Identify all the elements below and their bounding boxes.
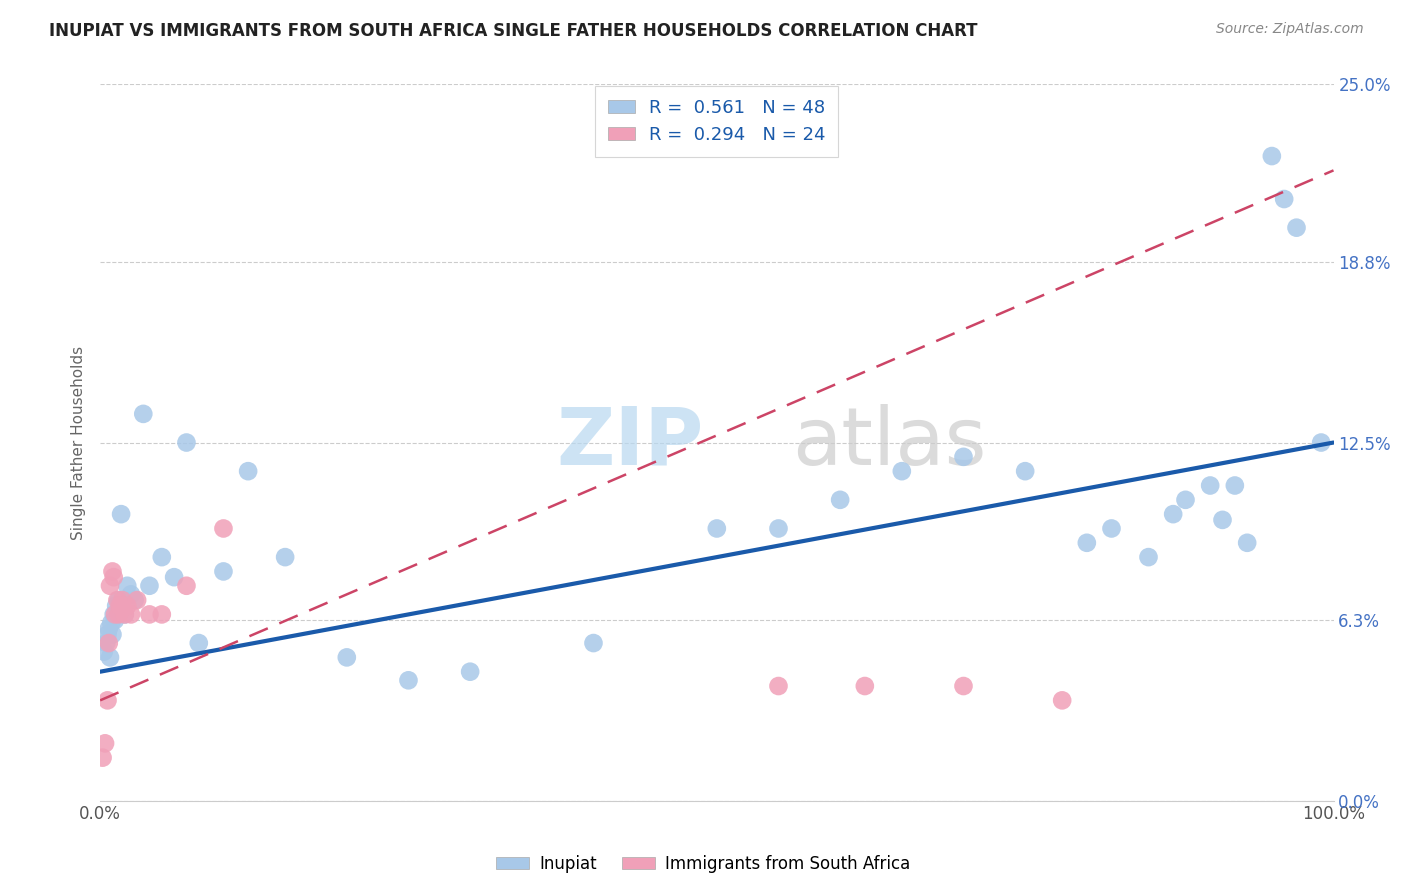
- Point: [830, 492, 852, 507]
- Point: [582, 636, 605, 650]
- Point: [132, 407, 155, 421]
- Point: [98, 650, 121, 665]
- Point: [124, 593, 146, 607]
- Point: [890, 464, 912, 478]
- Point: [1076, 536, 1098, 550]
- Point: [706, 521, 728, 535]
- Point: [1101, 521, 1123, 535]
- Point: [176, 435, 198, 450]
- Point: [1272, 192, 1295, 206]
- Point: [105, 599, 128, 613]
- Point: [107, 607, 129, 622]
- Point: [1161, 507, 1184, 521]
- Point: [96, 636, 118, 650]
- Point: [952, 679, 974, 693]
- Point: [274, 550, 297, 565]
- Point: [120, 587, 142, 601]
- Point: [97, 636, 120, 650]
- Point: [138, 579, 160, 593]
- Text: ZIP: ZIP: [557, 403, 704, 482]
- Point: [104, 613, 127, 627]
- Point: [853, 679, 876, 693]
- Point: [104, 607, 127, 622]
- Point: [1261, 149, 1284, 163]
- Point: [103, 570, 125, 584]
- Point: [150, 607, 173, 622]
- Point: [138, 607, 160, 622]
- Point: [336, 650, 359, 665]
- Point: [96, 693, 118, 707]
- Point: [117, 599, 139, 613]
- Point: [1014, 464, 1036, 478]
- Point: [110, 507, 132, 521]
- Point: [458, 665, 481, 679]
- Legend: R =  0.561   N = 48, R =  0.294   N = 24: R = 0.561 N = 48, R = 0.294 N = 24: [595, 87, 838, 157]
- Point: [96, 627, 118, 641]
- Point: [176, 579, 198, 593]
- Point: [101, 565, 124, 579]
- Point: [120, 607, 142, 622]
- Point: [768, 679, 790, 693]
- Point: [212, 565, 235, 579]
- Point: [212, 521, 235, 535]
- Point: [103, 607, 125, 622]
- Point: [108, 599, 131, 613]
- Point: [150, 550, 173, 565]
- Point: [107, 593, 129, 607]
- Point: [236, 464, 259, 478]
- Point: [187, 636, 209, 650]
- Point: [398, 673, 420, 688]
- Point: [1050, 693, 1073, 707]
- Point: [1310, 435, 1333, 450]
- Legend: Inupiat, Immigrants from South Africa: Inupiat, Immigrants from South Africa: [489, 848, 917, 880]
- Point: [1174, 492, 1197, 507]
- Point: [1223, 478, 1246, 492]
- Point: [114, 607, 136, 622]
- Point: [1137, 550, 1160, 565]
- Y-axis label: Single Father Households: Single Father Households: [72, 345, 86, 540]
- Point: [100, 615, 122, 630]
- Point: [91, 750, 114, 764]
- Point: [163, 570, 186, 584]
- Point: [98, 579, 121, 593]
- Point: [952, 450, 974, 464]
- Point: [768, 521, 790, 535]
- Point: [94, 736, 117, 750]
- Point: [105, 593, 128, 607]
- Point: [127, 593, 149, 607]
- Text: atlas: atlas: [793, 403, 987, 482]
- Point: [1199, 478, 1222, 492]
- Text: Source: ZipAtlas.com: Source: ZipAtlas.com: [1216, 22, 1364, 37]
- Point: [1285, 220, 1308, 235]
- Point: [93, 645, 115, 659]
- Point: [1236, 536, 1258, 550]
- Point: [111, 593, 134, 607]
- Point: [97, 622, 120, 636]
- Point: [101, 627, 124, 641]
- Point: [114, 607, 136, 622]
- Text: INUPIAT VS IMMIGRANTS FROM SOUTH AFRICA SINGLE FATHER HOUSEHOLDS CORRELATION CHA: INUPIAT VS IMMIGRANTS FROM SOUTH AFRICA …: [49, 22, 977, 40]
- Point: [1211, 513, 1233, 527]
- Point: [117, 579, 139, 593]
